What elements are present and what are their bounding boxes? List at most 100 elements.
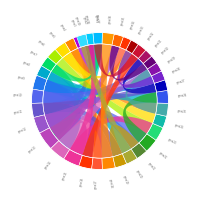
- Polygon shape: [51, 141, 70, 159]
- Polygon shape: [44, 76, 154, 95]
- Text: gene8: gene8: [22, 61, 31, 68]
- Polygon shape: [31, 89, 44, 103]
- Text: gene27: gene27: [175, 79, 186, 85]
- Polygon shape: [43, 83, 156, 115]
- Polygon shape: [41, 57, 56, 72]
- Polygon shape: [86, 33, 94, 45]
- Polygon shape: [94, 44, 138, 77]
- Polygon shape: [82, 54, 138, 158]
- Text: gene10: gene10: [13, 93, 22, 98]
- Polygon shape: [45, 46, 89, 128]
- Text: gene19: gene19: [122, 175, 129, 185]
- Text: gene3: gene3: [70, 19, 76, 28]
- Text: gene11: gene11: [13, 110, 23, 115]
- Polygon shape: [70, 116, 153, 155]
- Polygon shape: [55, 42, 71, 58]
- Polygon shape: [44, 44, 102, 91]
- Text: gene16: gene16: [79, 177, 85, 187]
- Text: gene1: gene1: [94, 15, 99, 23]
- Polygon shape: [156, 90, 169, 103]
- Polygon shape: [143, 56, 157, 69]
- Text: gene28: gene28: [172, 66, 182, 74]
- Polygon shape: [120, 37, 131, 50]
- Text: gene37: gene37: [95, 13, 99, 23]
- Text: gene18: gene18: [108, 178, 113, 188]
- Text: gene34: gene34: [129, 20, 137, 30]
- Text: gene32: gene32: [147, 31, 156, 41]
- Polygon shape: [43, 103, 122, 157]
- Text: gene21: gene21: [147, 161, 156, 171]
- Polygon shape: [77, 34, 88, 47]
- Text: gene31: gene31: [154, 38, 164, 48]
- Text: gene14: gene14: [43, 160, 52, 170]
- Polygon shape: [71, 48, 157, 114]
- Text: gene33: gene33: [138, 24, 146, 35]
- Text: gene7: gene7: [29, 49, 38, 57]
- Polygon shape: [112, 34, 123, 47]
- Polygon shape: [64, 149, 82, 166]
- Polygon shape: [110, 45, 147, 81]
- Text: gene2: gene2: [82, 16, 87, 25]
- Polygon shape: [82, 33, 93, 46]
- Text: gene23: gene23: [167, 137, 178, 145]
- Polygon shape: [43, 80, 73, 103]
- Polygon shape: [82, 44, 96, 158]
- Text: gene13: gene13: [28, 145, 38, 154]
- Polygon shape: [132, 44, 146, 59]
- Polygon shape: [63, 52, 156, 123]
- Circle shape: [31, 33, 169, 169]
- Text: gene25: gene25: [177, 109, 187, 114]
- Polygon shape: [118, 50, 154, 88]
- Polygon shape: [73, 35, 85, 48]
- Polygon shape: [47, 72, 157, 103]
- Polygon shape: [102, 33, 114, 45]
- Polygon shape: [47, 49, 63, 64]
- Polygon shape: [139, 134, 156, 151]
- Polygon shape: [93, 33, 102, 44]
- Polygon shape: [70, 44, 96, 155]
- Polygon shape: [92, 33, 102, 44]
- Text: gene35: gene35: [120, 16, 126, 26]
- Text: gene24: gene24: [174, 123, 184, 130]
- Polygon shape: [47, 72, 131, 154]
- Text: gene5: gene5: [48, 30, 56, 39]
- Polygon shape: [50, 64, 79, 141]
- Polygon shape: [33, 115, 50, 133]
- Polygon shape: [43, 44, 94, 115]
- Polygon shape: [123, 92, 157, 143]
- Polygon shape: [80, 45, 131, 154]
- Polygon shape: [131, 143, 147, 159]
- Polygon shape: [102, 157, 115, 169]
- Polygon shape: [154, 80, 168, 92]
- Text: gene4: gene4: [59, 23, 66, 32]
- Polygon shape: [63, 50, 132, 78]
- Polygon shape: [122, 149, 137, 164]
- Polygon shape: [44, 80, 139, 149]
- Text: gene22: gene22: [158, 151, 167, 160]
- Polygon shape: [126, 40, 138, 54]
- Polygon shape: [92, 158, 102, 169]
- Polygon shape: [151, 71, 165, 83]
- Polygon shape: [110, 125, 139, 157]
- Text: gene6: gene6: [37, 39, 46, 48]
- Text: gene12: gene12: [18, 127, 28, 134]
- Polygon shape: [39, 128, 59, 149]
- Polygon shape: [56, 58, 153, 134]
- Polygon shape: [50, 44, 102, 138]
- Polygon shape: [51, 44, 102, 82]
- Polygon shape: [156, 103, 169, 116]
- Text: gene26: gene26: [178, 94, 187, 98]
- Polygon shape: [65, 38, 78, 52]
- Polygon shape: [126, 69, 157, 114]
- Polygon shape: [93, 47, 126, 158]
- Text: gene29: gene29: [167, 56, 177, 64]
- Polygon shape: [50, 45, 120, 141]
- Polygon shape: [113, 154, 127, 168]
- Polygon shape: [147, 123, 163, 140]
- Polygon shape: [147, 63, 162, 76]
- Polygon shape: [138, 50, 152, 63]
- Polygon shape: [45, 69, 151, 128]
- Polygon shape: [50, 119, 87, 155]
- Polygon shape: [71, 48, 102, 158]
- Polygon shape: [32, 75, 47, 91]
